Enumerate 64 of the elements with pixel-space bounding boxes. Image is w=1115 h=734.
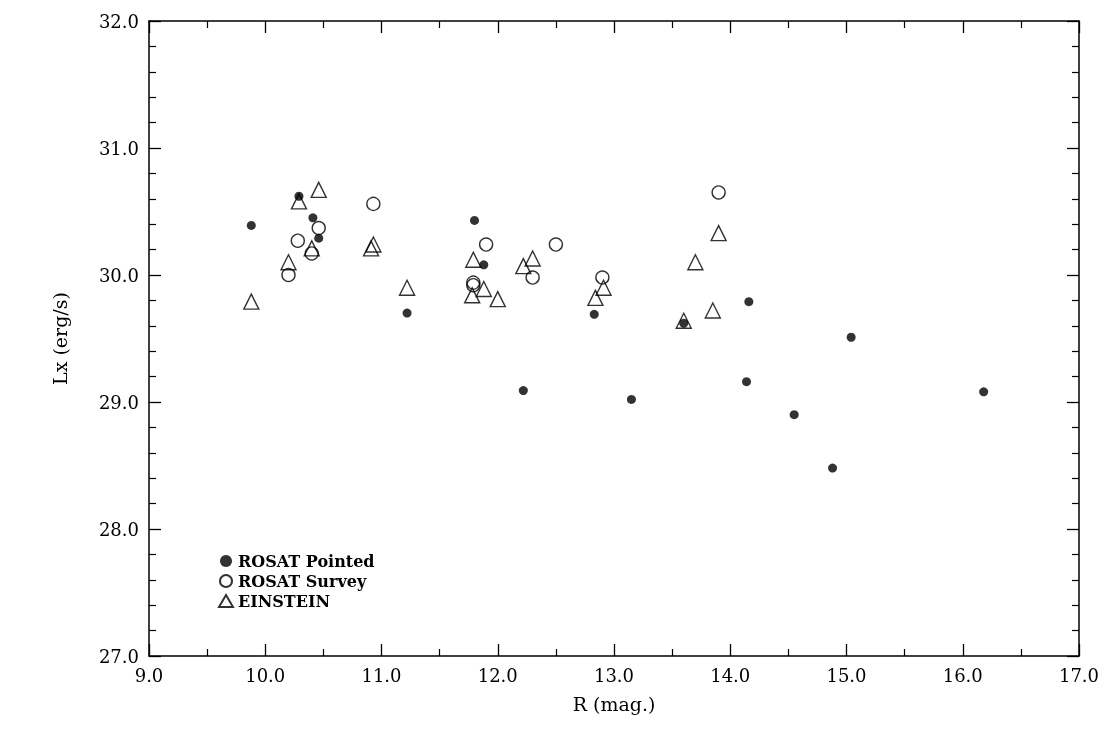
point [362, 240, 380, 257]
point [489, 290, 506, 308]
point [475, 280, 492, 298]
x-axis-title: R (mag.) [572, 692, 656, 715]
point [465, 251, 482, 268]
point [478, 237, 494, 252]
point [675, 312, 692, 329]
point [524, 250, 541, 267]
point [595, 270, 610, 285]
point [365, 236, 382, 253]
point [515, 257, 532, 275]
x-tick-label: 13.0 [593, 664, 635, 686]
point [548, 237, 564, 252]
point [463, 287, 481, 304]
x-tick-label: 17.0 [1058, 664, 1100, 686]
point [687, 254, 704, 271]
point [595, 279, 612, 296]
point [314, 233, 324, 243]
x-tick-label: 14.0 [710, 664, 751, 686]
point [470, 215, 479, 225]
point [281, 267, 296, 283]
point [711, 185, 726, 200]
point [704, 302, 722, 319]
point [518, 386, 528, 396]
point [303, 240, 320, 257]
x-tick-label: 15.0 [826, 664, 867, 686]
x-tick-label: 12.0 [477, 664, 518, 686]
x-tick-label: 9.0 [134, 664, 164, 686]
point [742, 377, 752, 387]
y-tick-label: 32.0 [98, 10, 139, 32]
y-tick-label: 30.0 [98, 264, 139, 286]
point [744, 297, 754, 307]
point [710, 224, 727, 242]
point [290, 193, 308, 210]
point [402, 308, 412, 318]
y-tick-label: 28.0 [98, 518, 139, 540]
point [308, 213, 318, 223]
point [846, 332, 856, 342]
point [789, 410, 799, 420]
legend-label: ROSAT Survey [238, 571, 367, 591]
point [587, 289, 604, 307]
point [366, 196, 381, 212]
point [310, 181, 327, 199]
legend-label: ROSAT Pointed [238, 551, 375, 571]
y-tick-label: 31.0 [98, 137, 139, 159]
x-tick-label: 11.0 [361, 664, 402, 686]
point [828, 463, 838, 473]
point [626, 394, 636, 404]
point [979, 387, 989, 397]
point [246, 220, 256, 230]
x-tick-label: 10.0 [245, 664, 286, 686]
point [304, 246, 319, 261]
point [280, 254, 297, 271]
x-tick-label: 16.0 [942, 664, 983, 686]
legend-label: EINSTEIN [238, 591, 331, 611]
y-tick-label: 29.0 [98, 391, 139, 413]
point [243, 293, 260, 310]
point [398, 279, 416, 296]
point [589, 309, 599, 319]
y-axis-title: Lx (erg/s) [48, 292, 71, 385]
y-tick-label: 27.0 [98, 645, 139, 667]
point [311, 220, 326, 236]
point [290, 233, 305, 248]
point [525, 270, 540, 285]
